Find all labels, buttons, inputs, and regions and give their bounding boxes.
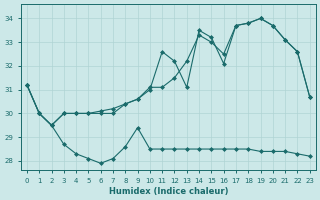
X-axis label: Humidex (Indice chaleur): Humidex (Indice chaleur) xyxy=(108,187,228,196)
